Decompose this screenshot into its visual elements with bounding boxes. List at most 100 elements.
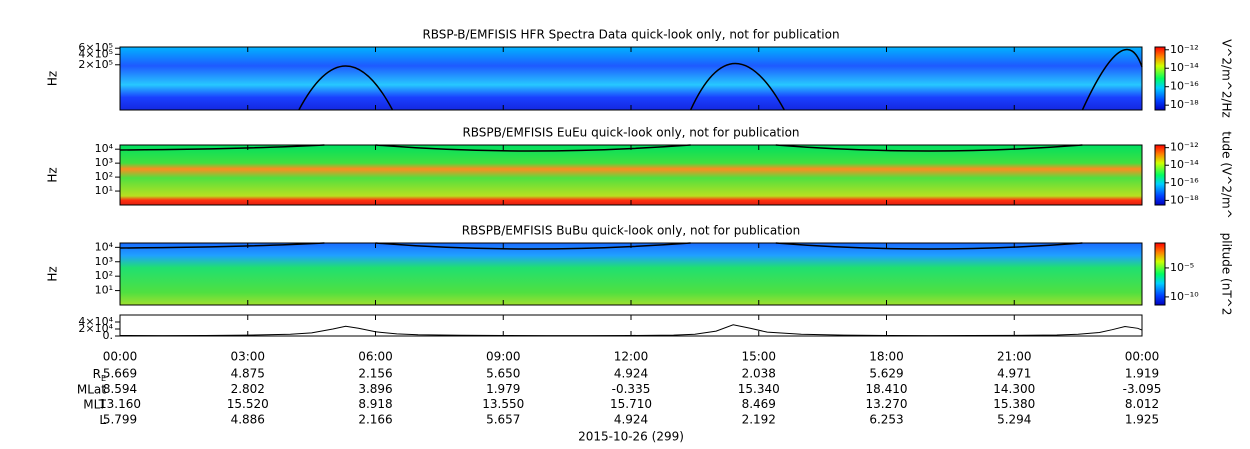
row-value: 5.799 xyxy=(103,412,137,426)
row-value: 15.380 xyxy=(993,397,1035,411)
row-value: 4.924 xyxy=(614,367,648,381)
colorbar xyxy=(1154,46,1166,111)
colorbar-tick-label: 10⁻¹⁸ xyxy=(1170,193,1199,206)
colorbar-tick-label: 10⁻¹⁴ xyxy=(1170,61,1199,74)
row-label-text: MLT xyxy=(83,397,106,411)
y-tick-label: 10² xyxy=(95,170,113,183)
y-tick-label: 10³ xyxy=(95,255,113,268)
row-value: 4.924 xyxy=(614,412,648,426)
row-value: 4.875 xyxy=(231,367,265,381)
colorbar-tick-label: 10⁻¹⁶ xyxy=(1170,176,1199,189)
x-tick-label: 21:00 xyxy=(997,350,1032,364)
row-label-text: MLat xyxy=(77,382,106,396)
row-label: L xyxy=(99,412,106,426)
y-tick-label: 0. xyxy=(103,329,114,342)
row-value: 3.896 xyxy=(358,382,392,396)
panel-title: RBSP-B/EMFISIS HFR Spectra Data quick-lo… xyxy=(422,28,839,42)
x-tick-label: 00:00 xyxy=(1125,350,1160,364)
row-value: 5.669 xyxy=(103,367,137,381)
spectrogram-image xyxy=(120,243,1142,305)
y-axis-label: Hz xyxy=(46,71,60,86)
row-label-text: L xyxy=(99,412,106,426)
row-value: 2.156 xyxy=(358,367,392,381)
panel-title: RBSPB/EMFISIS EuEu quick-look only, not … xyxy=(462,126,799,140)
row-value: 1.925 xyxy=(1125,412,1159,426)
y-tick-label: 10¹ xyxy=(95,184,113,197)
colorbar-tick-label: 10⁻¹⁴ xyxy=(1170,158,1199,171)
colorbar-tick-label: 10⁻¹⁸ xyxy=(1170,98,1199,111)
panel-title: RBSPB/EMFISIS BuBu quick-look only, not … xyxy=(462,224,800,238)
row-value: 5.657 xyxy=(486,412,520,426)
y-tick-label: 4×10⁴ xyxy=(78,315,113,328)
row-value: 2.166 xyxy=(358,412,392,426)
colorbar-label: plitude (nT^2 xyxy=(1220,233,1234,316)
row-value: 15.340 xyxy=(738,382,780,396)
colorbar-label: V^2/m^2/Hz xyxy=(1220,39,1234,118)
y-tick-label: 4×10⁵ xyxy=(78,47,113,60)
row-value: 14.300 xyxy=(993,382,1035,396)
row-value: 8.012 xyxy=(1125,397,1159,411)
row-value: 5.294 xyxy=(997,412,1031,426)
y-tick-label: 10⁴ xyxy=(95,240,114,253)
row-label-text: R xyxy=(93,367,101,381)
row-value: 18.410 xyxy=(866,382,908,396)
row-label: MLT xyxy=(83,397,106,411)
y-tick-label: 10² xyxy=(95,269,113,282)
colorbar-tick-label: 10⁻¹² xyxy=(1170,43,1199,56)
row-value: 13.550 xyxy=(482,397,524,411)
y-tick-label: 10¹ xyxy=(95,284,113,297)
x-tick-label: 09:00 xyxy=(486,350,521,364)
y-tick-label: 10⁴ xyxy=(95,142,114,155)
y-tick-label: 6×10⁵ xyxy=(78,41,113,54)
row-value: 5.650 xyxy=(486,367,520,381)
colorbar xyxy=(1154,144,1166,206)
y-tick-label: 2×10⁴ xyxy=(78,322,113,335)
x-tick-label: 18:00 xyxy=(869,350,904,364)
row-label: MLat xyxy=(77,382,106,396)
row-value: 13.270 xyxy=(866,397,908,411)
row-value: 15.520 xyxy=(227,397,269,411)
row-value: 1.919 xyxy=(1125,367,1159,381)
colorbar-tick-label: 10⁻¹² xyxy=(1170,141,1199,154)
spectrogram-image xyxy=(120,145,1142,205)
row-value: 8.594 xyxy=(103,382,137,396)
date-label: 2015-10-26 (299) xyxy=(578,430,684,444)
row-value: 2.038 xyxy=(742,367,776,381)
row-value: 8.469 xyxy=(742,397,776,411)
y-tick-label: 2×10⁵ xyxy=(78,58,113,71)
row-value: 4.886 xyxy=(231,412,265,426)
colorbar xyxy=(1154,242,1166,306)
plot-area: RBSP-B/EMFISIS HFR Spectra Data quick-lo… xyxy=(46,28,1234,444)
spectrogram-image xyxy=(120,47,1142,110)
row-value: 8.918 xyxy=(358,397,392,411)
overlay-curve xyxy=(119,242,1083,250)
colorbar-label: tude (V^2/m^ xyxy=(1220,131,1234,219)
colorbar-tick-label: 10⁻⁵ xyxy=(1170,261,1194,274)
x-tick-label: 12:00 xyxy=(614,350,649,364)
row-value: 2.802 xyxy=(231,382,265,396)
x-tick-label: 06:00 xyxy=(358,350,393,364)
colorbar-tick-label: 10⁻¹⁶ xyxy=(1170,80,1199,93)
row-value: 15.710 xyxy=(610,397,652,411)
x-tick-label: 03:00 xyxy=(230,350,265,364)
y-axis-label: Hz xyxy=(46,167,60,182)
x-tick-label: 15:00 xyxy=(741,350,776,364)
y-tick-label: 10³ xyxy=(95,156,113,169)
row-value: 4.971 xyxy=(997,367,1031,381)
x-tick-label: 00:00 xyxy=(103,350,138,364)
y-axis-label: Hz xyxy=(46,266,60,281)
colorbar-tick-label: 10⁻¹⁰ xyxy=(1170,290,1199,303)
row-value: -0.335 xyxy=(612,382,651,396)
row-label-sub: E xyxy=(101,374,106,383)
row-value: 6.253 xyxy=(869,412,903,426)
overlay-curve xyxy=(298,48,1143,111)
row-value: 13.160 xyxy=(99,397,141,411)
row-value: 1.979 xyxy=(486,382,520,396)
row-value: 5.629 xyxy=(869,367,903,381)
row-value: -3.095 xyxy=(1123,382,1162,396)
line xyxy=(119,324,1143,337)
row-label: RE xyxy=(93,367,106,383)
row-value: 2.192 xyxy=(742,412,776,426)
overlay-curve xyxy=(119,144,1083,152)
